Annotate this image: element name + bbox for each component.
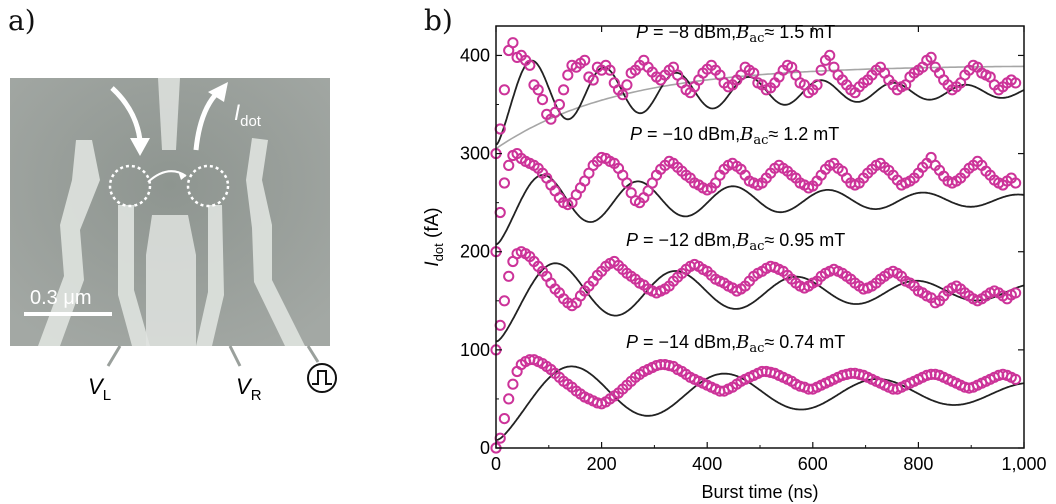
data-point <box>579 54 591 66</box>
envelope-curve <box>495 65 1025 150</box>
gate-left-outer <box>38 140 100 346</box>
x-axis-title: Burst time (ns) <box>701 482 818 502</box>
data-point <box>498 177 510 189</box>
scale-bar-label: 0.3 μm <box>30 287 92 309</box>
data-point <box>1010 287 1022 299</box>
left-dot-circle <box>108 164 152 208</box>
v-right-label: VR <box>236 374 262 404</box>
y-tick-label: 100 <box>460 340 490 360</box>
y-tick-label: 400 <box>460 45 490 65</box>
incoming-arrow-head <box>130 138 150 156</box>
data-point <box>498 84 510 96</box>
x-tick-label: 800 <box>903 454 933 474</box>
v-left-label: VL <box>88 374 111 404</box>
outgoing-arrow-head <box>208 82 228 102</box>
pulse-generator-icon <box>307 363 337 393</box>
panel-b-label: b) <box>424 4 453 37</box>
scale-bar <box>24 312 112 316</box>
x-tick-label: 0 <box>491 454 501 474</box>
data-point <box>811 79 823 91</box>
data-point <box>532 84 544 96</box>
right-dot-circle <box>186 164 230 208</box>
data-point <box>621 177 633 189</box>
data-point <box>815 64 827 76</box>
data-point <box>536 94 549 106</box>
tunnel-arrow-head <box>178 171 186 180</box>
gate-left-plunger <box>118 205 150 346</box>
data-point <box>498 413 510 425</box>
data-point <box>553 98 566 111</box>
gate-right-plunger <box>196 205 224 346</box>
data-point <box>1010 77 1022 89</box>
i-dot-label: Idot <box>234 100 262 130</box>
y-tick-label: 0 <box>480 438 490 458</box>
data-point <box>1010 177 1022 189</box>
panel-a-label: a) <box>8 4 36 37</box>
data-point <box>1010 373 1022 385</box>
vl-lead <box>106 345 122 367</box>
series-label: P = −8 dBm,Bac≈ 1.5 mT <box>636 22 835 46</box>
data-point <box>558 84 570 96</box>
data-point <box>925 51 937 64</box>
data-point <box>621 79 633 91</box>
x-tick-label: 1,000 <box>1001 454 1046 474</box>
data-point <box>824 49 836 62</box>
x-tick-label: 600 <box>798 454 828 474</box>
series-label: P = −14 dBm,Bac≈ 0.74 mT <box>626 332 845 356</box>
data-point <box>524 59 536 71</box>
data-point <box>503 270 515 282</box>
data-point <box>507 37 519 49</box>
data-point <box>587 74 599 86</box>
data-point <box>503 393 515 405</box>
rabi-chart: 0 200 400 600 800 1,000 0 100 200 300 400 P = −8 d… <box>422 22 1047 502</box>
y-tick-label: 200 <box>460 242 490 262</box>
data-point <box>503 159 515 171</box>
data-point <box>498 295 510 307</box>
fit-curve <box>495 59 1025 146</box>
data-point <box>617 89 629 101</box>
data-point <box>494 319 506 331</box>
incoming-arrow <box>110 86 143 141</box>
series-label: P = −10 dBm,Bac≈ 1.2 mT <box>630 124 839 148</box>
data-point <box>507 378 519 390</box>
gate-top-lead <box>158 78 180 150</box>
data-point <box>748 67 760 79</box>
y-axis-title: Idot (fA) <box>422 207 446 266</box>
data-point <box>562 69 574 81</box>
y-tick-label: 300 <box>460 144 490 164</box>
x-tick-label: 200 <box>587 454 617 474</box>
data-point <box>494 206 506 219</box>
pulse-lead <box>306 345 320 363</box>
data-point <box>604 64 616 76</box>
sem-micrograph: Idot 0.3 μm <box>10 78 330 346</box>
x-tick-label: 400 <box>692 454 722 474</box>
gate-center <box>146 215 196 346</box>
vr-lead <box>228 345 242 367</box>
series-label: P = −12 dBm,Bac≈ 0.95 mT <box>626 230 845 254</box>
fit-curve <box>495 365 1025 441</box>
gate-right-outer <box>246 138 305 346</box>
fit-curve <box>495 174 1025 246</box>
